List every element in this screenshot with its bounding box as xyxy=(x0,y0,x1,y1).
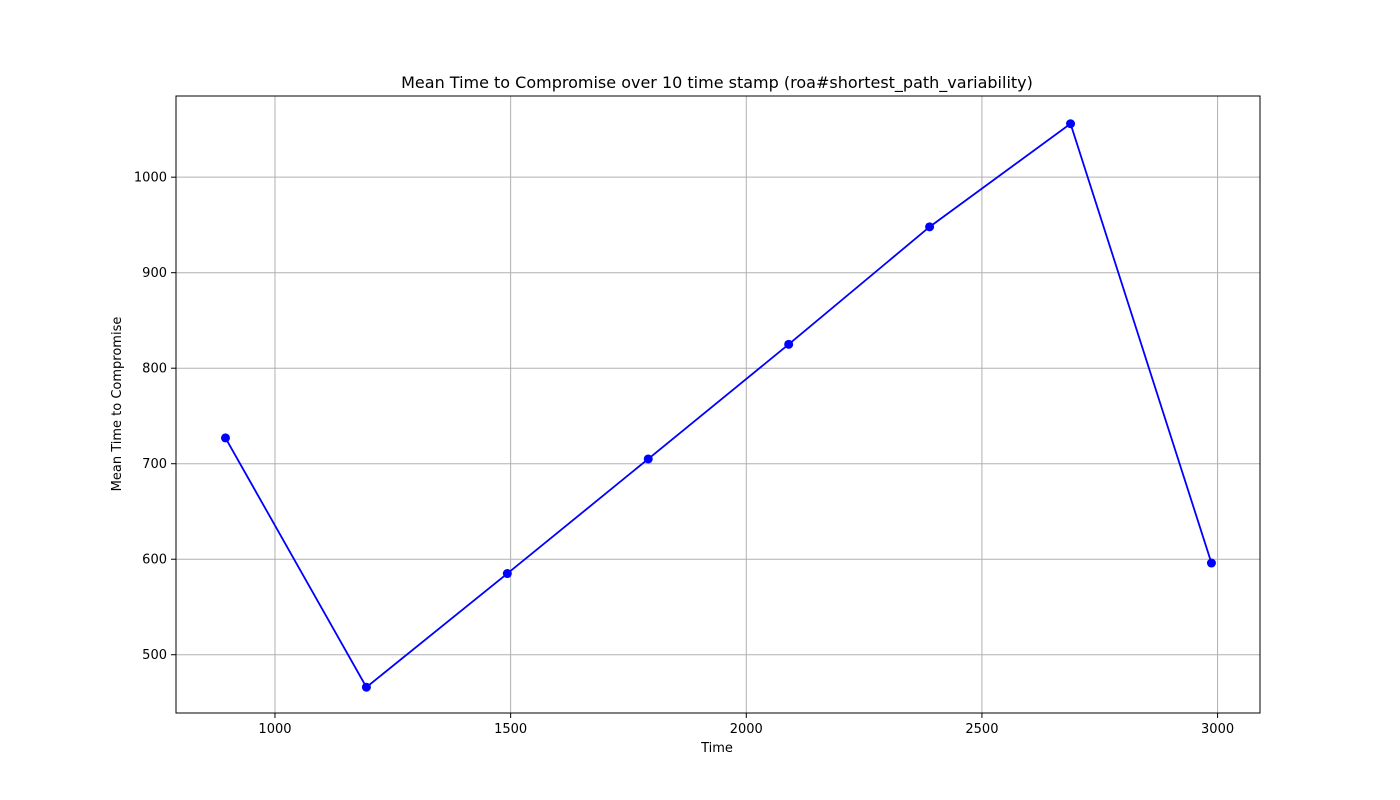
x-tick-label: 1000 xyxy=(258,722,291,737)
series-layer xyxy=(220,119,1216,692)
data-point xyxy=(784,339,794,349)
data-point xyxy=(1206,558,1216,568)
y-tick-label: 1000 xyxy=(134,171,167,186)
chart-title: Mean Time to Compromise over 10 time sta… xyxy=(401,73,1033,93)
data-point xyxy=(502,569,512,579)
y-axis-ticks: 500 600 700 800 900 1000 xyxy=(134,171,176,663)
series-line xyxy=(224,122,1213,689)
x-tick-label: 3000 xyxy=(1201,722,1234,737)
data-point xyxy=(1066,119,1076,129)
x-tick-label: 2000 xyxy=(730,722,763,737)
y-tick-label: 600 xyxy=(142,553,167,568)
x-axis-ticks: 1000 1500 2000 2500 3000 xyxy=(258,713,1234,737)
y-tick-label: 800 xyxy=(142,362,167,377)
x-tick-label: 1500 xyxy=(494,722,527,737)
data-point xyxy=(220,433,230,443)
grid-lines xyxy=(176,96,1260,713)
plot-area-frame xyxy=(175,95,1261,714)
y-tick-label: 500 xyxy=(142,648,167,663)
y-axis-label: Mean Time to Compromise xyxy=(110,317,125,492)
x-tick-label: 2500 xyxy=(965,722,998,737)
y-tick-label: 700 xyxy=(142,457,167,472)
data-point xyxy=(925,222,935,232)
x-axis-label: Time xyxy=(700,741,733,756)
data-point xyxy=(361,682,371,692)
data-point xyxy=(643,454,653,464)
y-tick-label: 900 xyxy=(142,266,167,281)
